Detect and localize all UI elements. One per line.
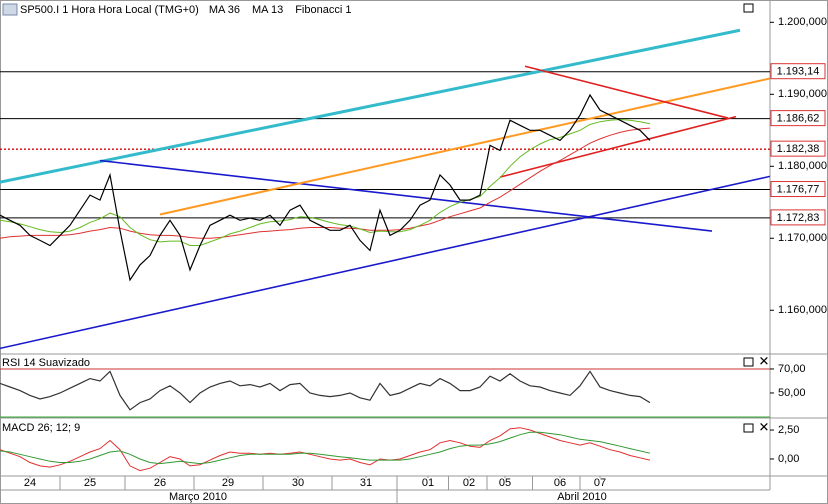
- trend-line: [0, 175, 770, 350]
- close-button[interactable]: ✕: [759, 419, 770, 434]
- symbol-icon: [2, 3, 18, 16]
- series-line: [0, 427, 651, 472]
- x-tick-label: 05: [499, 477, 511, 489]
- annotation: Fibonacci 1: [295, 4, 351, 16]
- period-label: Março 2010: [169, 491, 227, 503]
- level-label-box: [770, 181, 826, 198]
- level-label: 1.186,62: [777, 113, 820, 125]
- maximize-button[interactable]: [743, 3, 754, 13]
- panel-title: SP500.I 1 Hora Hora Local (TMG+0): [20, 4, 199, 16]
- trend-line: [524, 65, 729, 119]
- x-tick-label: 06: [554, 477, 566, 489]
- maximize-button[interactable]: [743, 423, 754, 433]
- period-label: Abril 2010: [557, 491, 607, 503]
- maximize-button[interactable]: [743, 357, 754, 367]
- series-line: [0, 431, 651, 465]
- level-label-box: [770, 63, 826, 80]
- panel-title: RSI 14 Suavizado: [2, 357, 90, 369]
- y-tick-label: 1.180,000: [778, 160, 827, 172]
- y-tick-label: 1.190,000: [778, 88, 827, 100]
- x-tick-label: 01: [422, 477, 434, 489]
- level-label-box: [770, 140, 826, 157]
- trend-line: [99, 159, 713, 232]
- legend-entry: MA 13: [252, 4, 283, 16]
- level-label: 1.172,83: [777, 212, 820, 224]
- x-tick-label: 30: [292, 477, 304, 489]
- y-tick-label: 70,00: [778, 363, 806, 375]
- y-tick-label: 50,00: [778, 387, 806, 399]
- y-tick-label: 1.200,000: [778, 16, 827, 28]
- price-line: [0, 93, 651, 282]
- level-label: 1.182,38: [777, 143, 820, 155]
- panel-title: MACD 26; 12; 9: [2, 422, 80, 434]
- y-tick-label: 2,50: [778, 424, 799, 436]
- y-tick-label: 1.160,000: [778, 304, 827, 316]
- x-tick-label: 26: [154, 477, 166, 489]
- trend-line: [0, 28, 741, 184]
- level-label-box: [770, 110, 826, 127]
- x-tick-label: 25: [84, 477, 96, 489]
- price-line: [0, 370, 651, 411]
- y-tick-label: 0,00: [778, 453, 799, 465]
- x-tick-label: 02: [463, 477, 475, 489]
- legend-entry: MA 36: [209, 4, 240, 16]
- trend-line: [499, 115, 737, 178]
- level-label: 1.176,77: [777, 183, 820, 195]
- close-button[interactable]: ✕: [759, 353, 770, 368]
- series-line: [0, 118, 651, 246]
- x-tick-label: 29: [222, 477, 234, 489]
- x-tick-label: 07: [594, 477, 606, 489]
- level-label-box: [770, 209, 826, 226]
- x-tick-label: 24: [24, 477, 36, 489]
- x-tick-label: 31: [360, 477, 372, 489]
- level-label: 1.193,14: [777, 66, 820, 78]
- trend-line: [159, 77, 770, 216]
- y-tick-label: 1.170,000: [778, 232, 827, 244]
